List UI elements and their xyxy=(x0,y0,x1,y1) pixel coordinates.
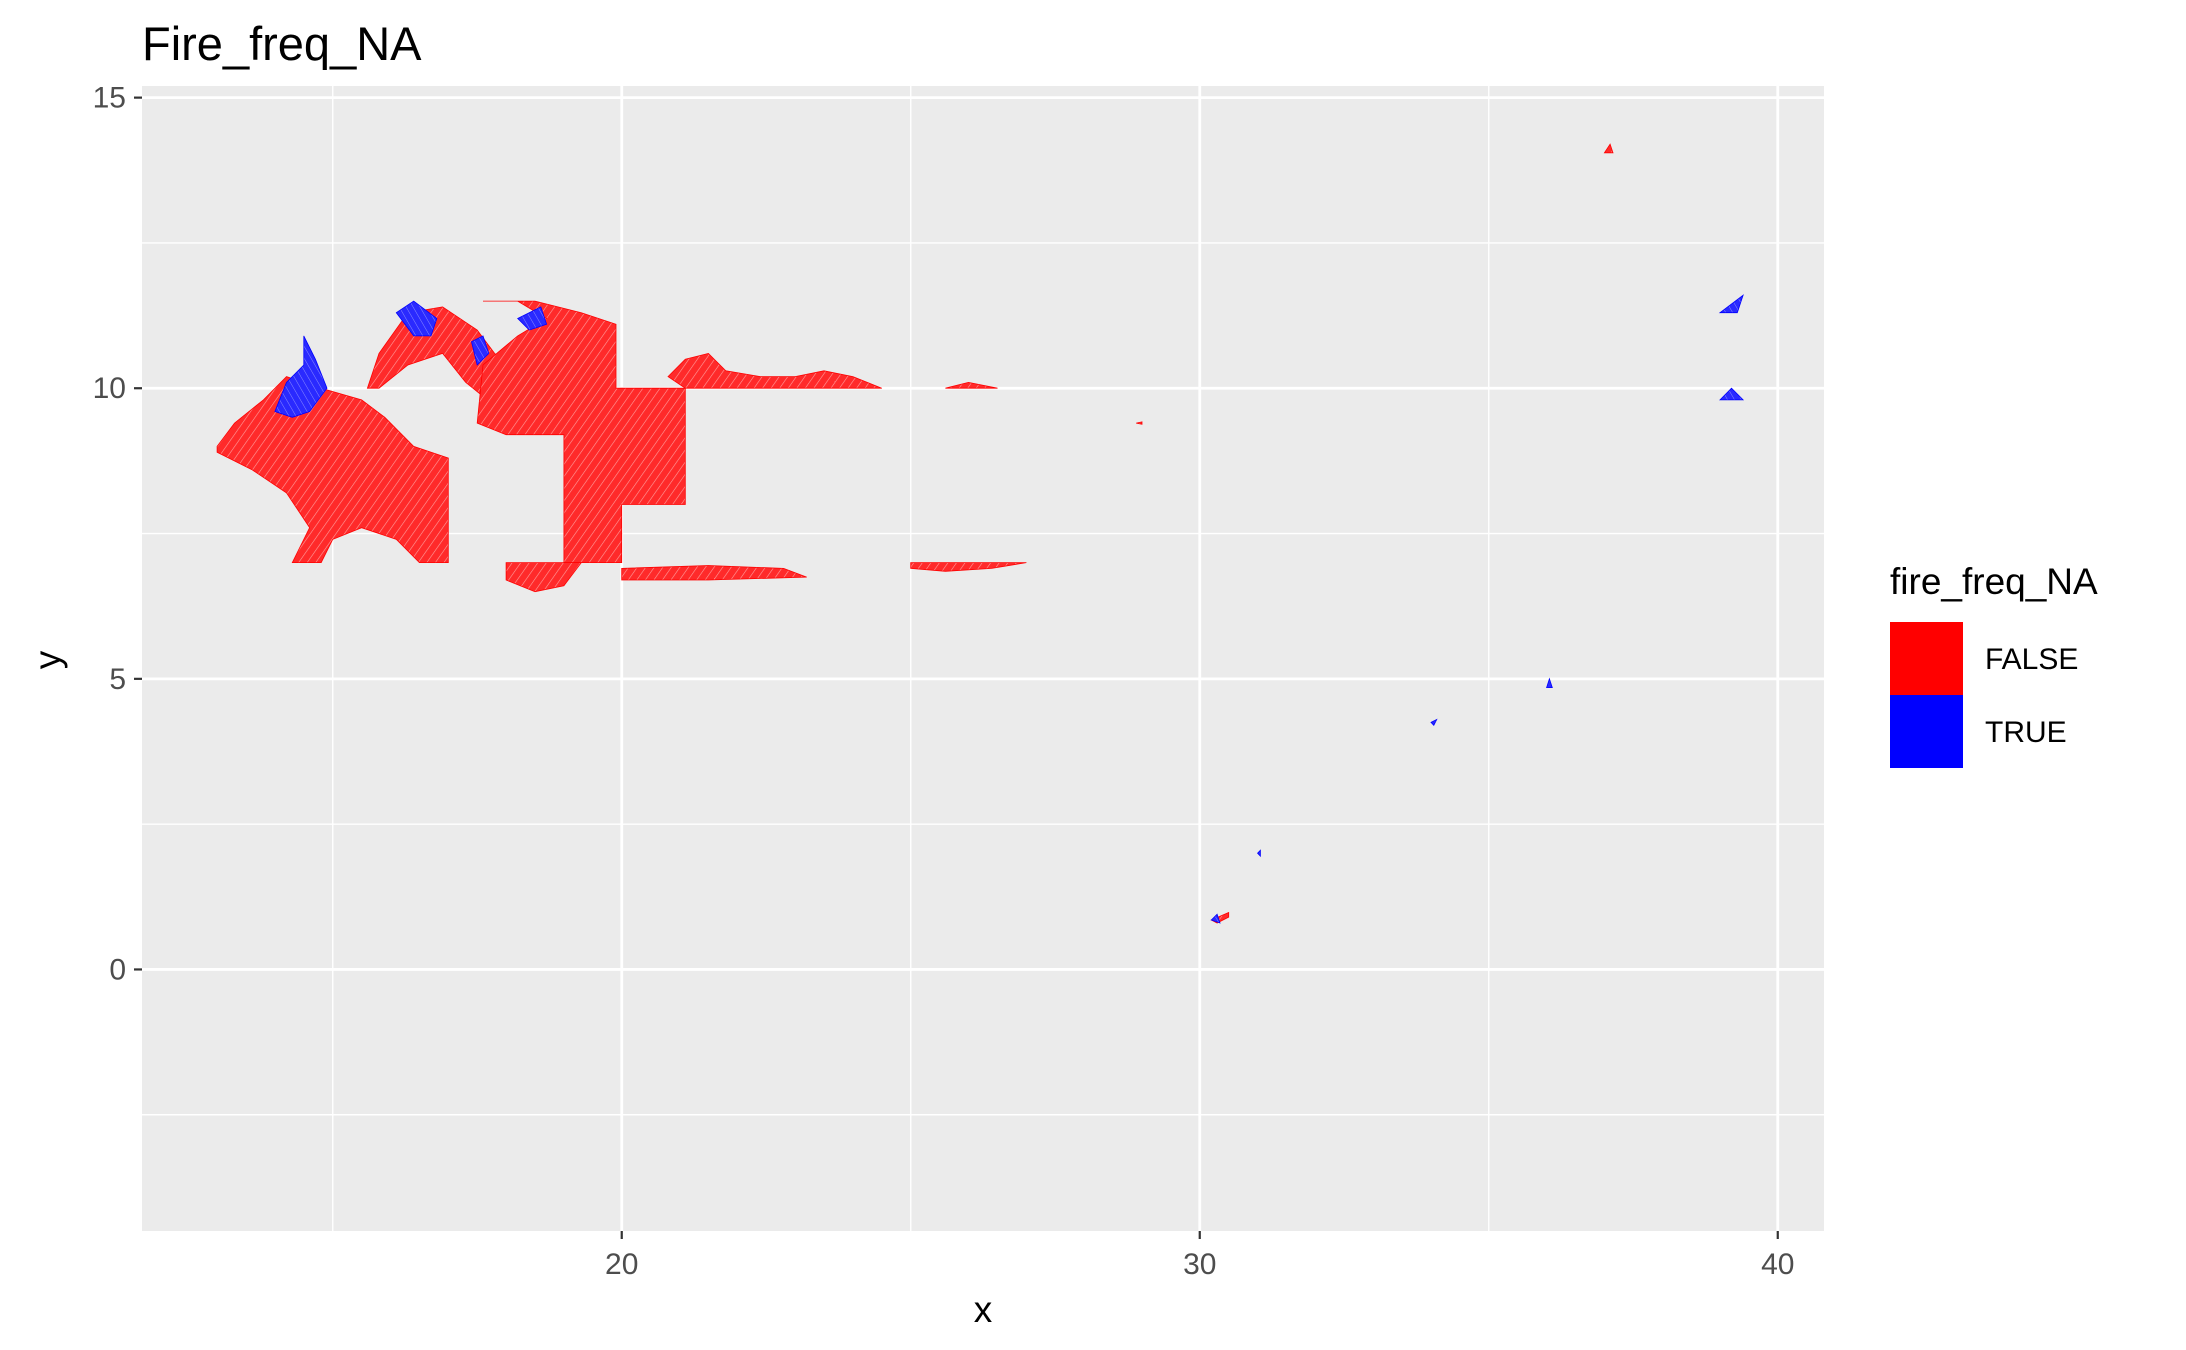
x-tick-label: 40 xyxy=(1761,1248,1794,1281)
x-axis-title: x xyxy=(974,1289,993,1330)
region-false xyxy=(667,352,882,389)
x-tick-label: 20 xyxy=(605,1248,638,1281)
legend-label-true: TRUE xyxy=(1985,716,2067,749)
region-true xyxy=(1257,849,1261,858)
region-true xyxy=(1719,387,1745,401)
region-true xyxy=(1718,294,1744,314)
region-true xyxy=(1546,677,1553,688)
region-false xyxy=(505,562,583,593)
region-true xyxy=(395,300,438,337)
legend-title: fire_freq_NA xyxy=(1890,561,2098,602)
region-false xyxy=(476,300,686,563)
region-true xyxy=(1210,913,1221,924)
region-false xyxy=(1136,421,1143,425)
region-false xyxy=(910,562,1027,572)
region-false xyxy=(945,381,998,389)
legend-key-false xyxy=(1890,622,1963,695)
region-true xyxy=(274,335,328,418)
region-false xyxy=(1603,143,1614,154)
plot-panel xyxy=(142,86,1824,1231)
region-false xyxy=(621,565,807,581)
data-regions xyxy=(216,143,1745,924)
y-axis-title: y xyxy=(27,650,68,669)
region-true xyxy=(471,335,490,366)
y-axis-ticks: 0 5 10 15 xyxy=(93,82,142,986)
y-tick-label: 15 xyxy=(93,82,126,115)
legend-key-true xyxy=(1890,695,1963,768)
legend-label-false: FALSE xyxy=(1985,643,2078,676)
chart-title: Fire_freq_NA xyxy=(142,17,422,70)
region-true xyxy=(1430,718,1438,726)
y-tick-label: 10 xyxy=(93,372,126,405)
y-tick-label: 0 xyxy=(109,953,126,986)
x-tick-label: 30 xyxy=(1183,1248,1216,1281)
y-tick-label: 5 xyxy=(109,663,126,696)
region-true xyxy=(517,306,548,331)
x-axis-ticks: 20 30 40 xyxy=(605,1231,1794,1281)
legend: fire_freq_NA FALSE TRUE xyxy=(1890,561,2098,768)
